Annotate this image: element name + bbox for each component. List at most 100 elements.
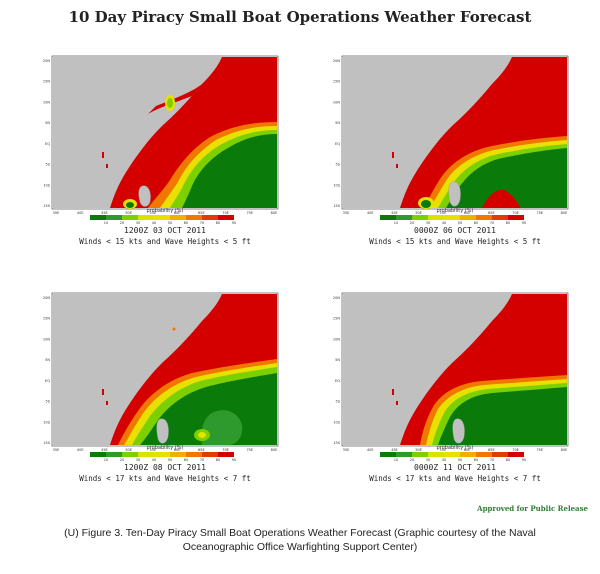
scale-tick-label: 30 [426,221,430,224]
scale-tick-label: 70 [490,458,494,461]
lon-tick-label: 70E [222,448,229,452]
lat-tick-label: 5N [335,358,340,362]
lon-tick-label: 70E [222,211,229,215]
panel-time-4: 0000Z 11 OCT 2011 [414,463,496,472]
lon-tick-label: 45E [101,448,108,452]
scale-tick-label: 70 [200,221,204,224]
lat-tick-label: 5S [46,400,51,404]
scale-tick-label: 60 [184,458,188,461]
lon-tick-label: 65E [488,448,495,452]
lon-tick-label: 35E [343,448,350,452]
probability-label-3: probability (%) [146,445,184,451]
scale-tick-label: 50 [458,458,462,461]
lon-tick-label: 80E [271,211,278,215]
lon-tick-label: 35E [53,211,60,215]
probability-label-4: probability (%) [436,445,474,451]
lat-tick-label: EQ [335,379,340,383]
scale-tick-label: 30 [426,458,430,461]
scale-tick-label: 10 [394,221,398,224]
scale-tick-label: 10 [104,221,108,224]
lat-tick-label: 15S [43,441,50,445]
lon-tick-label: 70E [512,448,519,452]
lat-tick-label: 15N [333,80,340,84]
lon-tick-label: 55E [150,448,157,452]
lat-tick-label: EQ [45,379,50,383]
scale-tick-label: 90 [232,458,236,461]
lon-tick-label: 80E [271,448,278,452]
lat-tick-label: 15N [43,317,50,321]
lon-tick-label: 75E [246,211,253,215]
lon-tick-label: 75E [246,448,253,452]
lon-tick-label: 60E [464,211,471,215]
lat-tick-label: 15N [333,317,340,321]
probability-scale-3: 10 20 30 40 50 60 70 80 90 [90,452,236,461]
scale-tick-label: 80 [506,458,510,461]
panel-criteria-2: Winds < 15 kts and Wave Heights < 5 ft [369,237,541,246]
lat-tick-label: 10N [333,337,340,341]
scale-tick-label: 80 [506,221,510,224]
lat-tick-label: 5N [335,121,340,125]
forecast-panel-1: 20N 15N 10N 5N EQ 5S 10S 15S 35E 40E 45E 50E 55E 60E 6… [43,55,279,256]
scale-tick-label: 20 [410,221,414,224]
lat-tick-label: 20N [43,59,50,63]
scale-tick-label: 70 [200,458,204,461]
probability-scale-1: 10 20 30 40 50 60 70 80 90 [90,215,236,224]
lon-tick-label: 50E [125,211,132,215]
lon-tick-label: 80E [561,448,568,452]
scale-tick-label: 60 [184,221,188,224]
lon-tick-label: 60E [464,448,471,452]
forecast-panel-3: 20N 15N 10N 5N EQ 5S 10S 15S 35E 40E 45E 50E 55E 60E 6… [43,292,279,493]
lat-tick-label: EQ [45,142,50,146]
lon-tick-label: 35E [343,211,350,215]
lat-tick-label: EQ [335,142,340,146]
lon-tick-label: 75E [536,211,543,215]
lat-tick-label: 10N [333,100,340,104]
lon-tick-label: 40E [367,448,374,452]
scale-tick-label: 20 [410,458,414,461]
lat-tick-label: 5S [336,400,341,404]
scale-tick-label: 30 [136,458,140,461]
panel-time-1: 1200Z 03 OCT 2011 [124,226,206,235]
lon-tick-label: 60E [174,448,181,452]
approval-note: Approved for Public Release [477,504,588,513]
lon-tick-label: 70E [512,211,519,215]
panel-criteria-1: Winds < 15 kts and Wave Heights < 5 ft [79,237,251,246]
scale-tick-label: 50 [168,458,172,461]
lon-tick-label: 65E [488,211,495,215]
panel-criteria-4: Winds < 17 kts and Wave Heights < 7 ft [369,474,541,483]
lat-tick-label: 5S [46,163,51,167]
lat-tick-label: 15S [333,441,340,445]
forecast-panel-2: 20N 15N 10N 5N EQ 5S 10S 15S 35E 40E 45E 50E 55E 60E 6… [333,55,569,256]
lon-tick-label: 55E [150,211,157,215]
lat-tick-label: 5N [45,121,50,125]
scale-tick-label: 10 [104,458,108,461]
scale-tick-label: 90 [232,221,236,224]
lat-tick-label: 5S [336,163,341,167]
scale-tick-label: 80 [216,458,220,461]
scale-tick-label: 90 [522,221,526,224]
lon-tick-label: 50E [415,211,422,215]
lat-tick-label: 10S [43,183,50,187]
scale-tick-label: 90 [522,458,526,461]
lon-tick-label: 40E [367,211,374,215]
lon-tick-label: 55E [440,211,447,215]
scale-tick-label: 40 [442,221,446,224]
probability-label-1: probability (%) [146,208,184,214]
lon-tick-label: 35E [53,448,60,452]
scale-tick-label: 70 [490,221,494,224]
lon-tick-label: 45E [391,211,398,215]
lat-tick-label: 10N [43,337,50,341]
lat-tick-label: 20N [333,296,340,300]
lon-tick-label: 45E [391,448,398,452]
scale-tick-label: 20 [120,221,124,224]
lat-tick-label: 10N [43,100,50,104]
lon-tick-label: 75E [536,448,543,452]
lon-tick-label: 65E [198,448,205,452]
scale-tick-label: 80 [216,221,220,224]
lat-tick-label: 10S [333,420,340,424]
scale-tick-label: 50 [168,221,172,224]
scale-tick-label: 60 [474,221,478,224]
